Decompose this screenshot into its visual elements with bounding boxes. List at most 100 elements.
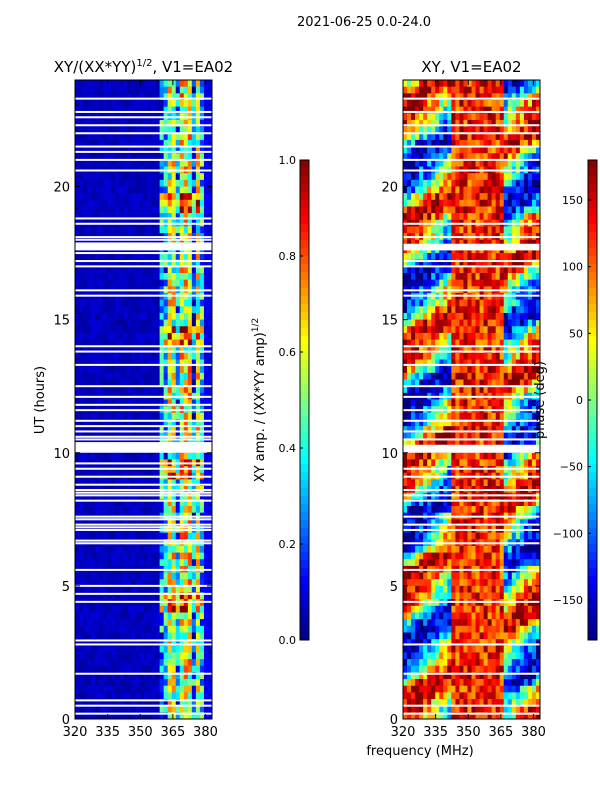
heatmap-cell: [99, 333, 103, 340]
heatmap-cell: [79, 632, 83, 639]
heatmap-cell: [192, 353, 196, 360]
colorbar-segment: [300, 224, 309, 233]
heatmap-cell: [196, 226, 200, 233]
heatmap-cell: [91, 706, 95, 713]
heatmap-cell: [524, 80, 528, 87]
flagged-gap: [75, 540, 212, 542]
heatmap-cell: [79, 266, 83, 273]
heatmap-cell: [504, 306, 508, 313]
heatmap-cell: [484, 273, 488, 280]
heatmap-cell: [411, 213, 415, 220]
heatmap-cell: [427, 160, 431, 167]
heatmap-cell: [119, 706, 123, 713]
heatmap-cell: [439, 320, 443, 327]
heatmap-cell: [83, 160, 87, 167]
heatmap-cell: [83, 273, 87, 280]
heatmap-cell: [123, 573, 127, 580]
heatmap-cell: [95, 632, 99, 639]
heatmap-cell: [99, 613, 103, 620]
heatmap-cell: [407, 187, 411, 194]
heatmap-cell: [119, 553, 123, 560]
heatmap-cell: [192, 686, 196, 693]
heatmap-cell: [119, 160, 123, 167]
heatmap-cell: [168, 80, 172, 87]
heatmap-cell: [415, 333, 419, 340]
heatmap-cell: [152, 546, 156, 553]
heatmap-cell: [516, 300, 520, 307]
colorbar-segment: [300, 400, 309, 409]
heatmap-cell: [488, 366, 492, 373]
heatmap-cell: [447, 253, 451, 260]
heatmap-cell: [423, 113, 427, 120]
heatmap-cell: [200, 280, 204, 287]
heatmap-cell: [528, 173, 532, 180]
heatmap-cell: [172, 353, 176, 360]
heatmap-cell: [152, 333, 156, 340]
heatmap-cell: [415, 147, 419, 154]
heatmap-cell: [472, 133, 476, 140]
heatmap-cell: [107, 606, 111, 613]
heatmap-cell: [504, 266, 508, 273]
heatmap-cell: [184, 573, 188, 580]
heatmap-cell: [123, 533, 127, 540]
heatmap-cell: [419, 266, 423, 273]
heatmap-cell: [83, 187, 87, 194]
heatmap-cell: [127, 333, 131, 340]
heatmap-cell: [403, 273, 407, 280]
heatmap-cell: [188, 366, 192, 373]
heatmap-cell: [196, 133, 200, 140]
heatmap-cell: [435, 226, 439, 233]
heatmap-cell: [79, 453, 83, 460]
heatmap-cell: [148, 453, 152, 460]
heatmap-cell: [95, 366, 99, 373]
heatmap-cell: [176, 546, 180, 553]
heatmap-cell: [451, 187, 455, 194]
heatmap-cell: [204, 193, 208, 200]
heatmap-cell: [160, 533, 164, 540]
heatmap-cell: [459, 253, 463, 260]
heatmap-cell: [156, 100, 160, 107]
heatmap-cell: [131, 666, 135, 673]
heatmap-cell: [451, 266, 455, 273]
heatmap-cell: [135, 87, 139, 94]
heatmap-cell: [512, 180, 516, 187]
heatmap-cell: [447, 373, 451, 380]
heatmap-cell: [451, 113, 455, 120]
heatmap-cell: [500, 373, 504, 380]
heatmap-cell: [524, 326, 528, 333]
heatmap-cell: [492, 253, 496, 260]
heatmap-cell: [144, 320, 148, 327]
heatmap-cell: [192, 366, 196, 373]
heatmap-cell: [415, 366, 419, 373]
heatmap-cell: [176, 586, 180, 593]
heatmap-cell: [148, 193, 152, 200]
heatmap-cell: [148, 646, 152, 653]
heatmap-cell: [148, 280, 152, 287]
heatmap-cell: [127, 187, 131, 194]
heatmap-cell: [107, 373, 111, 380]
heatmap-cell: [152, 453, 156, 460]
heatmap-cell: [439, 100, 443, 107]
heatmap-cell: [403, 80, 407, 87]
heatmap-cell: [192, 373, 196, 380]
heatmap-cell: [476, 373, 480, 380]
heatmap-cell: [83, 659, 87, 666]
heatmap-cell: [500, 173, 504, 180]
heatmap-cell: [184, 306, 188, 313]
heatmap-cell: [139, 87, 143, 94]
heatmap-cell: [463, 180, 467, 187]
flagged-gap: [75, 436, 212, 438]
heatmap-cell: [135, 180, 139, 187]
heatmap-cell: [184, 559, 188, 566]
heatmap-cell: [492, 273, 496, 280]
heatmap-cell: [180, 187, 184, 194]
heatmap-cell: [123, 453, 127, 460]
heatmap-cell: [103, 200, 107, 207]
heatmap-cell: [419, 100, 423, 107]
heatmap-cell: [75, 366, 79, 373]
heatmap-cell: [492, 373, 496, 380]
heatmap-cell: [508, 353, 512, 360]
heatmap-cell: [180, 586, 184, 593]
heatmap-cell: [415, 160, 419, 167]
heatmap-cell: [472, 273, 476, 280]
